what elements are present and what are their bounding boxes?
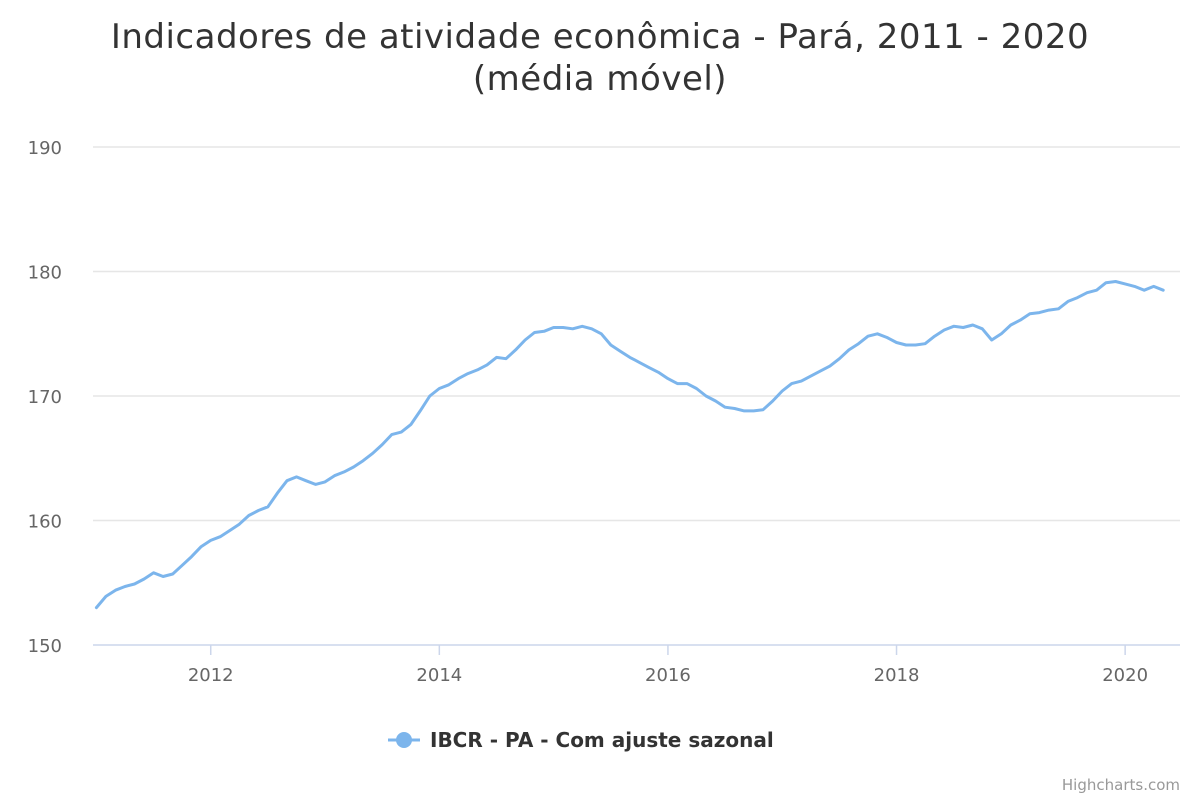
series-line-ibcr-pa (94, 280, 1165, 610)
legend-marker-icon (396, 732, 412, 748)
axes: 150 160 170 180 190 2012 2014 2016 2018 2020 (28, 138, 1180, 686)
chart-title: Indicadores de atividade econômica - Par… (111, 17, 1089, 57)
credits-link[interactable]: Highcharts.com (1062, 776, 1180, 794)
y-tick-label: 160 (28, 512, 62, 533)
y-tick-label: 170 (28, 387, 62, 408)
y-tick-label: 180 (28, 263, 62, 284)
x-tick-label: 2016 (645, 665, 691, 686)
legend[interactable]: IBCR - PA - Com ajuste sazonal (388, 728, 774, 752)
x-tick-label: 2012 (188, 665, 234, 686)
legend-label[interactable]: IBCR - PA - Com ajuste sazonal (430, 728, 774, 752)
y-tick-label: 150 (28, 636, 62, 657)
x-tick-label: 2014 (416, 665, 462, 686)
chart-subtitle: (média móvel) (473, 59, 727, 99)
x-tick-label: 2018 (874, 665, 920, 686)
x-tick-label: 2020 (1102, 665, 1148, 686)
grid (93, 146, 1180, 522)
series-layer (94, 280, 1165, 610)
y-tick-label: 190 (28, 138, 62, 159)
